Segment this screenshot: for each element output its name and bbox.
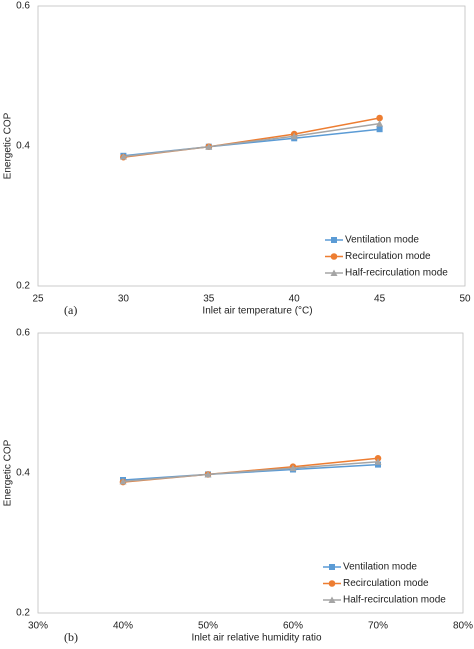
- plot-frame: [37, 5, 466, 287]
- marker: [376, 120, 384, 127]
- x-tick-label: 30: [118, 294, 130, 305]
- x-tick-label: 25: [32, 294, 44, 305]
- marker: [376, 126, 383, 133]
- marker: [376, 114, 383, 122]
- y-axis-title: Energetic COP: [3, 112, 14, 179]
- marker: [289, 464, 297, 472]
- marker: [329, 564, 335, 570]
- x-tick-label: 50%: [198, 621, 218, 632]
- legend-label: Half-recirculation mode: [343, 595, 446, 606]
- marker: [330, 269, 338, 276]
- marker: [119, 153, 127, 160]
- marker: [331, 237, 337, 243]
- y-tick-label: 0.4: [16, 141, 30, 152]
- marker: [119, 477, 127, 485]
- plot-frame: [37, 332, 464, 614]
- x-tick-label: 60%: [283, 621, 303, 632]
- marker: [330, 253, 338, 260]
- y-axis-title: Energetic COP: [3, 439, 14, 506]
- y-tick-label: 0.2: [16, 281, 30, 292]
- marker: [204, 470, 212, 478]
- marker: [374, 458, 382, 465]
- y-tick-label: 0.6: [16, 1, 30, 12]
- x-axis-title: Inlet air relative humidity ratio: [191, 633, 321, 644]
- x-tick-label: 40: [289, 294, 301, 305]
- y-tick-label: 0.2: [16, 608, 30, 619]
- x-tick-label: 30%: [28, 621, 48, 632]
- x-tick-label: 80%: [453, 621, 473, 632]
- legend-label: Ventilation mode: [343, 562, 417, 573]
- marker: [328, 580, 336, 587]
- legend-label: Recirculation mode: [345, 251, 431, 262]
- x-tick-label: 70%: [368, 621, 388, 632]
- x-tick-label: 35: [203, 294, 215, 305]
- legend-label: Recirculation mode: [343, 578, 429, 589]
- panel-label: (b): [64, 630, 78, 644]
- series-line: [122, 461, 379, 483]
- x-tick-label: 40%: [113, 621, 133, 632]
- x-tick-label: 45: [374, 294, 386, 305]
- x-axis-title: Inlet air temperature (°C): [202, 306, 312, 317]
- series-line: [123, 122, 380, 158]
- y-tick-label: 0.6: [16, 328, 30, 339]
- panel-label: (a): [64, 303, 77, 317]
- marker: [205, 143, 213, 150]
- marker: [290, 132, 298, 140]
- legend-label: Half-recirculation mode: [345, 268, 448, 279]
- x-tick-label: 50: [459, 294, 471, 305]
- marker: [328, 596, 336, 603]
- legend-label: Ventilation mode: [345, 235, 419, 246]
- y-tick-label: 0.4: [16, 468, 30, 479]
